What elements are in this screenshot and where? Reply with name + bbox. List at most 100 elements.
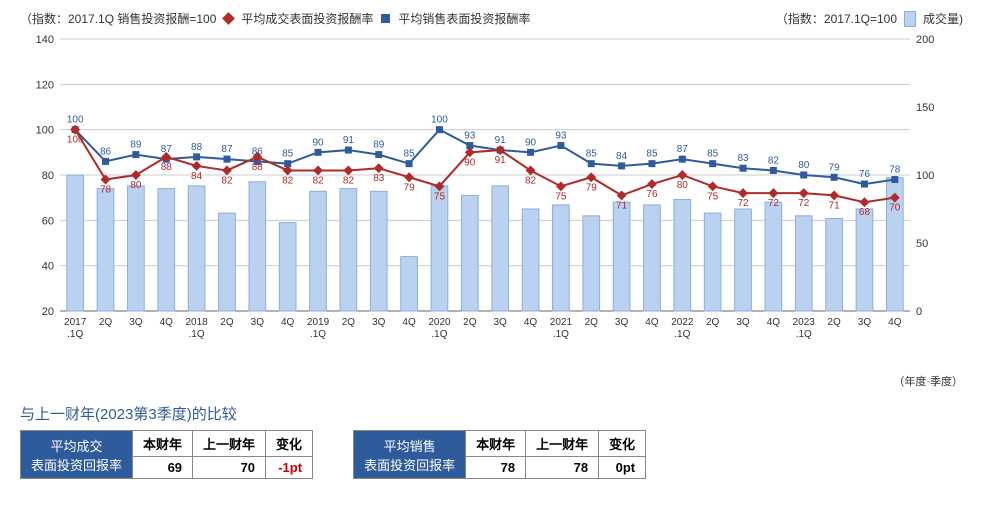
val-change: 0pt [599, 457, 646, 479]
svg-text:2Q: 2Q [342, 317, 356, 328]
left-index-label: （指数：2017.1Q 销售投资报酬=100 [20, 10, 216, 27]
table-sales: 平均销售表面投资回报率 本财年 上一财年 变化 78 78 0pt [353, 430, 646, 479]
svg-text:91: 91 [495, 155, 507, 166]
svg-text:89: 89 [130, 140, 142, 151]
svg-text:82: 82 [525, 175, 537, 186]
svg-text:90: 90 [312, 137, 324, 148]
svg-text:4Q: 4Q [160, 317, 174, 328]
svg-text:85: 85 [646, 149, 658, 160]
svg-text:0: 0 [916, 306, 922, 318]
comparison-tables: 平均成交表面投资回报率 本财年 上一财年 变化 69 70 -1pt 平均销售表… [20, 430, 963, 479]
axis-note: （年度·季度） [20, 373, 963, 389]
svg-text:3Q: 3Q [372, 317, 386, 328]
svg-text:2Q: 2Q [220, 317, 234, 328]
svg-text:78: 78 [100, 185, 112, 196]
svg-text:4Q: 4Q [645, 317, 659, 328]
svg-text:82: 82 [282, 175, 294, 186]
svg-text:90: 90 [464, 157, 476, 168]
svg-text:.1Q: .1Q [189, 329, 205, 340]
col-current: 本财年 [133, 431, 193, 457]
row-label: 平均销售表面投资回报率 [354, 431, 466, 479]
val-prev: 70 [193, 457, 266, 479]
svg-text:.1Q: .1Q [553, 329, 569, 340]
svg-text:71: 71 [616, 200, 628, 211]
svg-text:4Q: 4Q [767, 317, 781, 328]
svg-text:76: 76 [859, 169, 871, 180]
svg-text:4Q: 4Q [524, 317, 538, 328]
svg-text:2023: 2023 [793, 317, 816, 328]
combo-chart: 204060801001201400501001502002017.1Q2Q3Q… [20, 31, 963, 371]
svg-text:88: 88 [161, 162, 173, 173]
svg-text:.1Q: .1Q [431, 329, 447, 340]
svg-text:3Q: 3Q [494, 317, 508, 328]
svg-text:2018: 2018 [185, 317, 208, 328]
svg-text:93: 93 [464, 131, 476, 142]
svg-text:78: 78 [889, 165, 901, 176]
svg-text:84: 84 [616, 151, 628, 162]
svg-text:100: 100 [916, 170, 934, 182]
svg-text:88: 88 [252, 162, 264, 173]
svg-text:2Q: 2Q [827, 317, 841, 328]
svg-text:79: 79 [586, 182, 598, 193]
table-transaction: 平均成交表面投资回报率 本财年 上一财年 变化 69 70 -1pt [20, 430, 313, 479]
svg-text:91: 91 [495, 135, 507, 146]
svg-text:.1Q: .1Q [674, 329, 690, 340]
svg-text:3Q: 3Q [736, 317, 750, 328]
svg-text:.1Q: .1Q [796, 329, 812, 340]
svg-text:80: 80 [130, 180, 142, 191]
svg-text:75: 75 [434, 191, 446, 202]
svg-text:85: 85 [282, 149, 294, 160]
legend-vol-label: 成交量) [923, 10, 963, 27]
svg-text:79: 79 [829, 162, 841, 173]
svg-text:80: 80 [677, 180, 689, 191]
svg-text:91: 91 [343, 135, 355, 146]
svg-text:71: 71 [829, 200, 841, 211]
svg-text:2Q: 2Q [585, 317, 599, 328]
col-prev: 上一财年 [526, 431, 599, 457]
svg-text:4Q: 4Q [402, 317, 416, 328]
svg-text:83: 83 [737, 153, 749, 164]
svg-text:3Q: 3Q [251, 317, 265, 328]
svg-text:2021: 2021 [550, 317, 573, 328]
svg-text:2022: 2022 [671, 317, 694, 328]
svg-text:89: 89 [373, 140, 385, 151]
svg-text:2017: 2017 [64, 317, 87, 328]
legend-red-label: 平均成交表面投资报酬率 [241, 10, 373, 27]
svg-text:4Q: 4Q [281, 317, 295, 328]
svg-text:2019: 2019 [307, 317, 330, 328]
legend-right: （指数：2017.1Q=100 成交量) [776, 10, 963, 27]
svg-text:82: 82 [312, 175, 324, 186]
col-current: 本财年 [466, 431, 526, 457]
svg-text:72: 72 [737, 198, 749, 209]
svg-text:83: 83 [373, 173, 385, 184]
svg-text:70: 70 [889, 203, 901, 214]
svg-text:80: 80 [42, 170, 54, 182]
svg-text:79: 79 [404, 182, 416, 193]
svg-text:72: 72 [798, 198, 810, 209]
row-label: 平均成交表面投资回报率 [21, 431, 133, 479]
svg-text:90: 90 [525, 137, 537, 148]
svg-text:3Q: 3Q [129, 317, 143, 328]
svg-text:.1Q: .1Q [67, 329, 83, 340]
svg-text:60: 60 [42, 215, 54, 227]
svg-text:140: 140 [36, 34, 54, 46]
svg-text:.1Q: .1Q [310, 329, 326, 340]
svg-text:3Q: 3Q [858, 317, 872, 328]
svg-text:120: 120 [36, 79, 54, 91]
svg-text:2Q: 2Q [99, 317, 113, 328]
val-current: 69 [133, 457, 193, 479]
svg-text:87: 87 [677, 144, 689, 155]
svg-text:50: 50 [916, 238, 928, 250]
right-index-label: （指数：2017.1Q=100 [776, 10, 897, 27]
svg-text:100: 100 [67, 115, 84, 126]
svg-text:2Q: 2Q [706, 317, 720, 328]
svg-text:200: 200 [916, 34, 934, 46]
val-prev: 78 [526, 457, 599, 479]
col-change: 变化 [599, 431, 646, 457]
svg-text:75: 75 [555, 191, 567, 202]
legend-blue-label: 平均销售表面投资报酬率 [398, 10, 530, 27]
svg-text:82: 82 [768, 155, 780, 166]
val-current: 78 [466, 457, 526, 479]
svg-text:2020: 2020 [428, 317, 451, 328]
svg-text:20: 20 [42, 306, 54, 318]
